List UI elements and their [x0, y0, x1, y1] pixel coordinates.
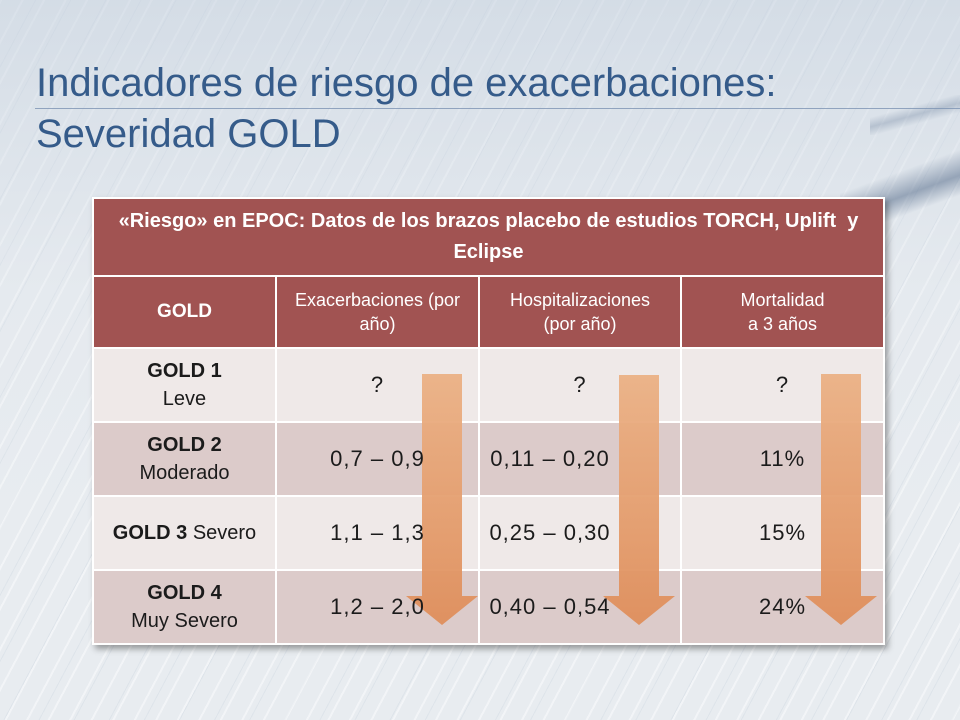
- stage-label: GOLD 4: [147, 582, 222, 604]
- stage-text: GOLD 3 Severo: [113, 519, 256, 547]
- cell-value: 24%: [758, 594, 807, 619]
- column-header-exacerbaciones: Exacerbaciones (por año): [277, 277, 478, 347]
- column-header-hospitalizaciones-label: Hospitalizaciones (por año): [509, 290, 651, 334]
- title-underline: [35, 108, 960, 109]
- severity-label: Leve: [162, 388, 207, 410]
- stage-text: GOLD 4 Muy Severo: [131, 579, 238, 635]
- table-row-gold3-stage: GOLD 3 Severo: [94, 497, 275, 569]
- slide-title-line2: Severidad GOLD: [36, 112, 341, 156]
- severity-label: Severo: [192, 522, 257, 544]
- table-cell-exacerbaciones: 0,7 – 0,9: [277, 423, 478, 495]
- severity-label: Moderado: [139, 462, 230, 484]
- cell-value: 1,1 – 1,3: [330, 520, 425, 545]
- table-cell-hospitalizaciones: 0,25 – 0,30: [480, 497, 680, 569]
- table-cell-mortalidad: ?: [682, 349, 883, 421]
- table-caption: «Riesgo» en EPOC: Datos de los brazos pl…: [94, 199, 883, 275]
- risk-table: «Riesgo» en EPOC: Datos de los brazos pl…: [92, 197, 885, 645]
- cell-value: 0,11 – 0,20: [490, 446, 610, 471]
- table-row-gold4-stage: GOLD 4 Muy Severo: [94, 571, 275, 643]
- table-row-gold2-stage: GOLD 2 Moderado: [94, 423, 275, 495]
- column-header-mortalidad: Mortalidad a 3 años: [682, 277, 883, 347]
- cell-value: ?: [775, 372, 790, 397]
- cell-value: 15%: [758, 520, 807, 545]
- column-header-hospitalizaciones: Hospitalizaciones (por año): [480, 277, 680, 347]
- cell-value: 0,7 – 0,9: [330, 446, 425, 471]
- severity-label: Muy Severo: [131, 610, 238, 632]
- table-cell-mortalidad: 24%: [682, 571, 883, 643]
- table-cell-hospitalizaciones: 0,11 – 0,20: [480, 423, 680, 495]
- stage-label: GOLD 2: [147, 434, 222, 456]
- slide-title-line1: Indicadores de riesgo de exacerbaciones:: [36, 61, 777, 105]
- cell-value: 1,2 – 2,0: [330, 594, 425, 619]
- table-cell-hospitalizaciones: 0,40 – 0,54: [480, 571, 680, 643]
- column-header-gold-label: GOLD: [157, 301, 212, 322]
- cell-value: 11%: [759, 446, 806, 471]
- table-row-gold1-stage: GOLD 1 Leve: [94, 349, 275, 421]
- cell-value: ?: [573, 372, 587, 397]
- cell-value: ?: [370, 372, 385, 397]
- cell-value: 0,25 – 0,30: [489, 520, 611, 545]
- stage-label: GOLD 1: [147, 360, 222, 382]
- stage-text: GOLD 1 Leve: [147, 357, 221, 413]
- stage-label: GOLD 3: [112, 522, 188, 544]
- column-header-exacerbaciones-label: Exacerbaciones (por año): [294, 290, 461, 334]
- table-cell-mortalidad: 11%: [682, 423, 883, 495]
- table-cell-exacerbaciones: 1,2 – 2,0: [277, 571, 478, 643]
- table-cell-hospitalizaciones: ?: [480, 349, 680, 421]
- column-header-mortalidad-label: Mortalidad a 3 años: [740, 290, 825, 334]
- cell-value: 0,40 – 0,54: [489, 594, 611, 619]
- background-streak-top: [870, 95, 960, 135]
- slide-title: Indicadores de riesgo de exacerbaciones:…: [36, 58, 776, 160]
- stage-text: GOLD 2 Moderado: [139, 431, 229, 487]
- table-caption-text: «Riesgo» en EPOC: Datos de los brazos pl…: [118, 210, 864, 263]
- table-cell-mortalidad: 15%: [682, 497, 883, 569]
- table-cell-exacerbaciones: 1,1 – 1,3: [277, 497, 478, 569]
- table-cell-exacerbaciones: ?: [277, 349, 478, 421]
- column-header-gold: GOLD: [94, 277, 275, 347]
